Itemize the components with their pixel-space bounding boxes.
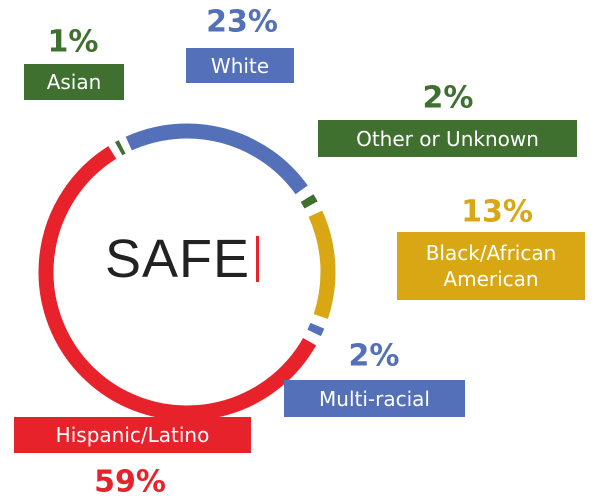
donut-segment (38, 146, 317, 421)
category-label: Black/African American (397, 232, 585, 300)
percent-label: 13% (461, 194, 533, 230)
percent-label: 2% (422, 80, 474, 116)
donut-segment (115, 140, 126, 156)
percent-label: 23% (206, 4, 278, 40)
donut-segment (307, 322, 325, 337)
category-label: Multi-racial (284, 380, 465, 417)
cursor-bar (256, 236, 259, 282)
center-label: SAFE (105, 229, 251, 289)
category-label: Hispanic/Latino (14, 417, 251, 453)
percent-label: 59% (94, 464, 166, 498)
category-label: White (186, 48, 294, 83)
donut-segment (300, 194, 318, 209)
percent-label: 1% (47, 24, 99, 60)
category-label: Other or Unknown (318, 120, 577, 157)
category-label: Asian (24, 64, 124, 100)
percent-label: 2% (348, 338, 400, 374)
donut-segment (125, 123, 308, 195)
donut-segment (308, 210, 336, 319)
